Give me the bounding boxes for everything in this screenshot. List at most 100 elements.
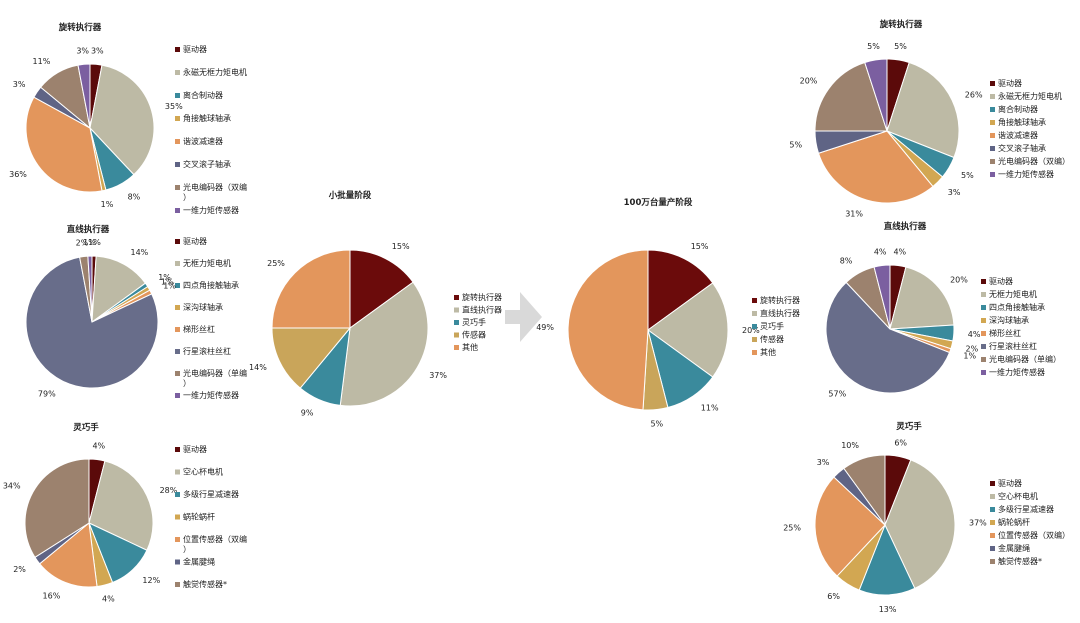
legend-swatch (454, 345, 459, 350)
legend-label: 多级行星减速器 (998, 504, 1054, 514)
legend-label: 角接触球轴承 (183, 113, 231, 123)
legend-swatch (981, 305, 986, 310)
pie-slice (271, 249, 351, 329)
legend-swatch (175, 70, 180, 75)
pie-slice (884, 459, 956, 590)
data-label: 2% (76, 239, 89, 248)
legend-label: 传感器 (462, 330, 486, 340)
chart-title: 直线执行器 (67, 224, 110, 235)
data-label: 5% (894, 42, 907, 51)
legend-label: 交叉滚子轴承 (183, 159, 231, 169)
legend-label: 驱动器 (183, 236, 207, 246)
data-label: 20% (800, 77, 818, 86)
pie-hand-small: 灵巧手 4% 驱动器 28% 空心杯电机 12% 多级行星减速器 4% 蜗轮蜗杆 16% 位置传感器… (3, 422, 247, 604)
data-label: 1% (161, 277, 174, 286)
legend-label: 一维力矩传感器 (998, 169, 1054, 179)
legend-label: 一维力矩传感器 (183, 205, 239, 215)
pie-hand-mass: 灵巧手 6% 驱动器 37% 空心杯电机 13% 多级行星减速器 6% 蜗轮蜗杆 25% 位置传感器… (783, 421, 1070, 614)
legend-swatch (175, 47, 180, 52)
legend-swatch (990, 520, 995, 525)
data-label: 28% (160, 486, 178, 495)
legend-swatch (175, 492, 180, 497)
data-label: 6% (894, 439, 907, 448)
data-label: 4% (968, 330, 981, 339)
data-label: 4% (102, 595, 115, 604)
legend-swatch (990, 546, 995, 551)
data-label: 4% (874, 248, 887, 257)
legend-swatch (175, 514, 180, 520)
legend-swatch (990, 559, 995, 564)
legend-label: 四点角接触轴承 (183, 280, 239, 290)
legend-label: 空心杯电机 (998, 491, 1038, 501)
legend-swatch (175, 559, 180, 565)
pie-rot-mass: 旋转执行器 5% 驱动器 26% 永磁无框力矩电机 5% 离合制动器 3% 角接触球轴承 31% 谐… (789, 19, 1070, 219)
data-label: 14% (131, 248, 149, 257)
legend-label: 永磁无框力矩电机 (998, 91, 1062, 101)
chart-title: 旋转执行器 (58, 22, 102, 33)
legend-swatch (454, 332, 459, 338)
legend-label: 梯形丝杠 (989, 328, 1021, 338)
data-label: 57% (828, 390, 846, 399)
legend-swatch (990, 81, 995, 86)
data-label: 79% (38, 389, 56, 398)
legend-label: 谐波减速器 (998, 130, 1038, 140)
legend-swatch (175, 185, 180, 190)
legend-label: 一维力矩传感器 (183, 390, 239, 400)
legend-swatch (990, 94, 995, 99)
legend-label: 灵巧手 (462, 317, 486, 327)
legend-swatch (175, 305, 180, 310)
legend-swatch (752, 337, 757, 342)
data-label: 26% (965, 90, 983, 99)
legend-swatch (981, 318, 986, 323)
data-label: 15% (392, 242, 410, 251)
data-label: 11% (33, 57, 51, 66)
legend-label: 驱动器 (183, 44, 207, 54)
legend-swatch (175, 93, 180, 98)
pie-slice (814, 476, 886, 577)
pie-slice (647, 249, 714, 331)
legend-label: 蜗轮蜗杆 (183, 512, 215, 522)
pie-slice (647, 282, 729, 378)
legend-swatch (175, 537, 180, 542)
legend-label: 直线执行器 (462, 305, 502, 315)
data-label: 8% (840, 257, 853, 266)
legend-label: 驱动器 (998, 478, 1022, 488)
legend-label: 离合制动器 (998, 104, 1038, 114)
data-label: 11% (701, 404, 719, 413)
legend-label: 驱动器 (998, 78, 1022, 88)
legend-label: 灵巧手 (760, 321, 784, 331)
legend-label: 一维力矩传感器 (989, 367, 1045, 377)
legend-swatch (175, 447, 180, 452)
legend-label: 多级行星减速器 (183, 489, 239, 499)
legend-swatch (175, 469, 180, 475)
legend-swatch (990, 481, 995, 486)
pie-slice (88, 460, 154, 551)
data-label: 1% (88, 238, 101, 247)
legend-label: 空心杯电机 (183, 467, 223, 477)
pie-lin-small: 直线执行器 1% 驱动器 14% 无框力矩电机 1% 四点角接触轴承 1% 深沟球轴承 1% 梯形丝… (25, 224, 247, 400)
chart-title: 小批量阶段 (328, 190, 372, 201)
pie-lin-mass: 直线执行器 4% 驱动器 20% 无框力矩电机 4% 四点角接触轴承 2% 深沟球轴承 1% 梯形丝… (825, 221, 1061, 399)
data-label: 5% (961, 171, 974, 180)
data-label: 4% (893, 248, 906, 257)
data-label: 31% (845, 210, 863, 219)
pie-slice (858, 523, 916, 596)
legend-label: 行星滚柱丝杠 (183, 346, 231, 356)
pie-slice (825, 281, 951, 394)
data-label: 5% (789, 141, 802, 150)
pie-slice (817, 130, 934, 204)
legend-label: 无框力矩电机 (183, 258, 231, 268)
data-label: 1% (83, 238, 96, 247)
legend-label: 旋转执行器 (760, 295, 800, 305)
pie-slice (889, 266, 955, 330)
legend-label: 直线执行器 (760, 308, 800, 318)
legend-label: 离合制动器 (183, 90, 223, 100)
legend-swatch (752, 324, 757, 329)
data-label: 20% (742, 326, 760, 335)
pie-slice (339, 281, 429, 407)
chart-title: 100万台量产阶段 (624, 197, 693, 208)
data-label: 49% (536, 323, 554, 332)
data-label: 36% (9, 170, 27, 179)
legend-swatch (175, 349, 180, 354)
legend-label: 位置传感器（双编） (183, 534, 247, 554)
